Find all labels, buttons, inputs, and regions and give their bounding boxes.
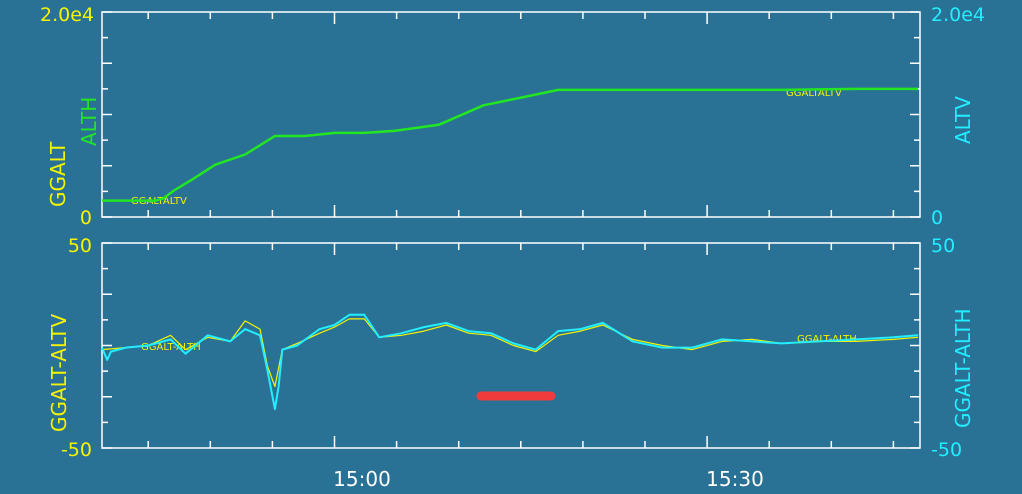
top-left-tick-min: 0 xyxy=(80,207,92,229)
series-line-alth xyxy=(102,87,918,202)
bottom-right-tick-min: -50 xyxy=(931,439,962,461)
top-ylabel-ggalt: GGALT xyxy=(46,141,70,207)
x-tick-label-1500: 15:00 xyxy=(333,467,391,491)
bottom-left-tick-min: -50 xyxy=(61,439,92,461)
top-ylabel-alth: ALTH xyxy=(77,97,101,146)
top-panel-series xyxy=(102,87,918,202)
top-panel-y-ticks xyxy=(102,11,920,218)
top-series-note-right: GGALTALTV xyxy=(786,88,842,99)
bottom-series-note-right: GGALT-ALTH xyxy=(797,334,857,345)
bottom-panel-series xyxy=(101,313,919,411)
top-right-tick-min: 0 xyxy=(931,207,943,229)
bottom-ylabel-right: GGALT-ALTH xyxy=(951,308,975,428)
top-series-note-left: GGALTALTV xyxy=(131,196,187,207)
bottom-ylabel-left: GGALT-ALTV xyxy=(47,313,71,432)
top-ylabel-altv: ALTV xyxy=(951,96,975,144)
top-right-tick-max: 2.0e4 xyxy=(931,4,985,26)
bottom-right-tick-max: 50 xyxy=(931,235,955,257)
bottom-panel-frame xyxy=(101,242,921,449)
top-panel-frame xyxy=(101,11,921,218)
x-tick-label-1530: 15:30 xyxy=(706,467,764,491)
bottom-panel-y-ticks xyxy=(102,242,920,449)
series-line-ggalt-altv xyxy=(101,313,919,411)
bottom-panel-x-ticks xyxy=(147,12,895,448)
top-left-tick-max: 2.0e4 xyxy=(40,4,94,26)
series-line-ggalt-alth xyxy=(101,318,919,388)
bottom-left-tick-max: 50 xyxy=(68,235,92,257)
bottom-series-note-left: GGALT-ALTH xyxy=(141,342,201,353)
